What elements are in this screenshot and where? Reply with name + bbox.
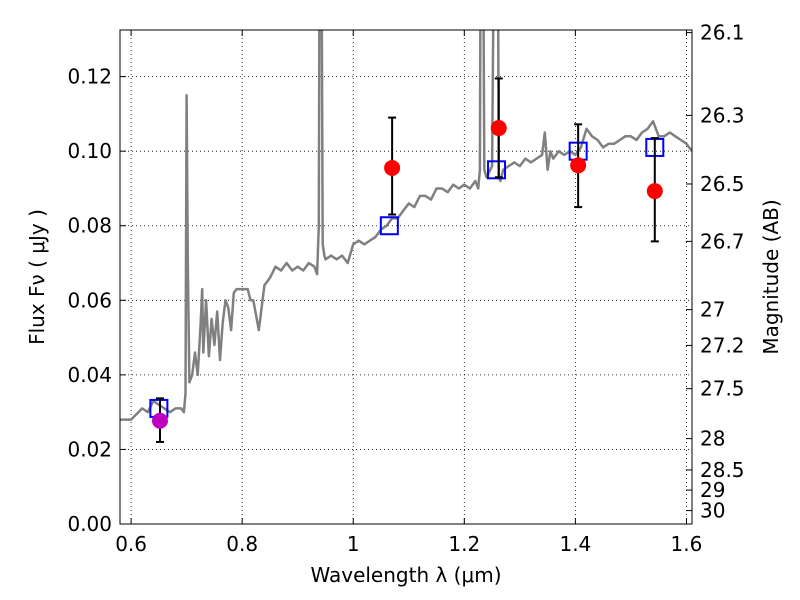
observed-flux-point xyxy=(490,120,507,137)
grid xyxy=(120,30,692,525)
observed-flux-point xyxy=(151,412,168,429)
x-tick-label: 1.4 xyxy=(559,532,591,556)
y2-tick-label: 26.3 xyxy=(700,103,745,127)
x-tick-label: 1 xyxy=(347,532,360,556)
y-axis-title: Flux Fν ( μJy ) xyxy=(25,209,49,345)
y2-tick-label: 27 xyxy=(700,298,725,322)
y2-axis-title: Magnitude (AB) xyxy=(759,199,783,354)
y2-tick-label: 26.1 xyxy=(700,21,745,45)
y2-tick-label: 26.7 xyxy=(700,229,745,253)
y-tick-label: 0.10 xyxy=(67,139,112,163)
y2-tick-label: 28.5 xyxy=(700,458,745,482)
y-tick-label: 0.12 xyxy=(67,65,112,89)
observed-flux-point xyxy=(570,157,587,174)
y-tick-label: 0.00 xyxy=(67,512,112,536)
y-tick-label: 0.04 xyxy=(67,363,112,387)
model-photometry-square xyxy=(487,160,507,180)
x-tick-label: 0.6 xyxy=(115,532,147,556)
model-photometry-square xyxy=(379,216,399,236)
plot-data xyxy=(120,30,692,443)
y2-tick-label: 28 xyxy=(700,427,725,451)
x-tick-label: 1.2 xyxy=(448,532,480,556)
observed-flux-point xyxy=(384,159,401,176)
y2-tick-label: 29 xyxy=(700,478,725,502)
y2-tick-label: 27.2 xyxy=(700,333,745,357)
plot-frame xyxy=(119,29,693,525)
x-axis-title: Wavelength λ (μm) xyxy=(310,563,501,587)
x-tick-label: 0.8 xyxy=(226,532,258,556)
x-tick-label: 1.6 xyxy=(671,532,703,556)
y-tick-label: 0.06 xyxy=(67,288,112,312)
y-tick-label: 0.08 xyxy=(67,214,112,238)
y2-tick-label: 30 xyxy=(700,499,725,523)
observed-flux-point xyxy=(646,183,663,200)
axis-ticks: 0.6 0.8 1 1.2 1.4 1.6 0.00 0.02 0.04 0.06 0.08 0.10… xyxy=(67,21,744,556)
y2-tick-label: 26.5 xyxy=(700,172,745,196)
model-spectrum-line xyxy=(120,30,692,421)
y-tick-label: 0.02 xyxy=(67,437,112,461)
y2-tick-label: 27.5 xyxy=(700,377,745,401)
